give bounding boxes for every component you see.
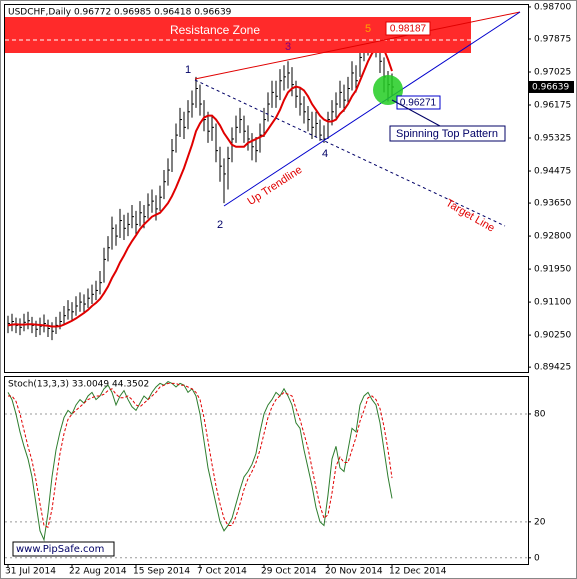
last-price-box: [528, 80, 574, 93]
y-tick-label: 0: [534, 553, 540, 563]
wave-label: 1: [185, 64, 191, 76]
y-tick-label: 80: [534, 409, 546, 419]
y-tick-label: 0.98700: [534, 2, 571, 12]
line: [8, 382, 393, 528]
line: [7, 44, 393, 328]
wave-label: 2: [217, 219, 223, 231]
y-tick-label: 0.93650: [534, 199, 571, 209]
wave-label: 3: [285, 41, 291, 53]
pattern-marker: [373, 75, 403, 105]
x-tick-label: 7 Oct 2014: [197, 567, 247, 577]
pattern-label: Spinning Top Pattern: [396, 128, 498, 140]
y-tick-label: 0.91950: [534, 265, 571, 275]
y-tick-label: 20: [534, 517, 546, 527]
watermark-box: [12, 541, 115, 557]
y-tick-label: 0.97875: [534, 34, 571, 44]
low-label: 0.96271: [400, 98, 437, 109]
pattern-pointer: [391, 99, 441, 127]
high-label: 0.98187: [390, 24, 427, 35]
y-tick-label: 0.91100: [534, 298, 571, 308]
x-tick-label: 31 Jul 2014: [5, 567, 56, 577]
y-tick-label: 0.96175: [534, 101, 571, 111]
high-box: [385, 21, 431, 36]
price-title: USDCHF,Daily 0.96772 0.96985 0.96418 0.9…: [8, 8, 232, 18]
y-tick-label: 0.89425: [534, 363, 571, 373]
resistance-line: [194, 11, 521, 80]
x-tick-label: 22 Aug 2014: [69, 567, 127, 577]
price-panel: [4, 4, 529, 373]
y-tick-label: 0.94475: [534, 167, 571, 177]
x-tick-label: 20 Nov 2014: [325, 567, 383, 577]
wave-label: 4: [322, 148, 328, 160]
line: [7, 381, 393, 542]
x-tick-label: 12 Dec 2014: [389, 567, 447, 577]
x-tick-label: 29 Oct 2014: [261, 567, 317, 577]
watermark: www.PipSafe.com: [16, 544, 104, 555]
stoch-title: Stoch(13,3,3) 33.0049 44.3502: [8, 380, 149, 390]
wave-label: 5: [365, 23, 371, 35]
up-trendline: [223, 11, 521, 207]
zone-label: Resistance Zone: [170, 23, 260, 37]
y-tick-label: 0.95325: [534, 134, 571, 144]
stoch-panel: [4, 376, 529, 565]
y-tick-label: 0.97025: [534, 67, 571, 77]
last-price-label: 0.96639: [532, 82, 569, 92]
x-tick-label: 15 Sep 2014: [133, 567, 190, 577]
y-tick-label: 0.90250: [534, 331, 571, 341]
pattern-box: [389, 125, 506, 142]
y-tick-label: 0.92800: [534, 232, 571, 242]
